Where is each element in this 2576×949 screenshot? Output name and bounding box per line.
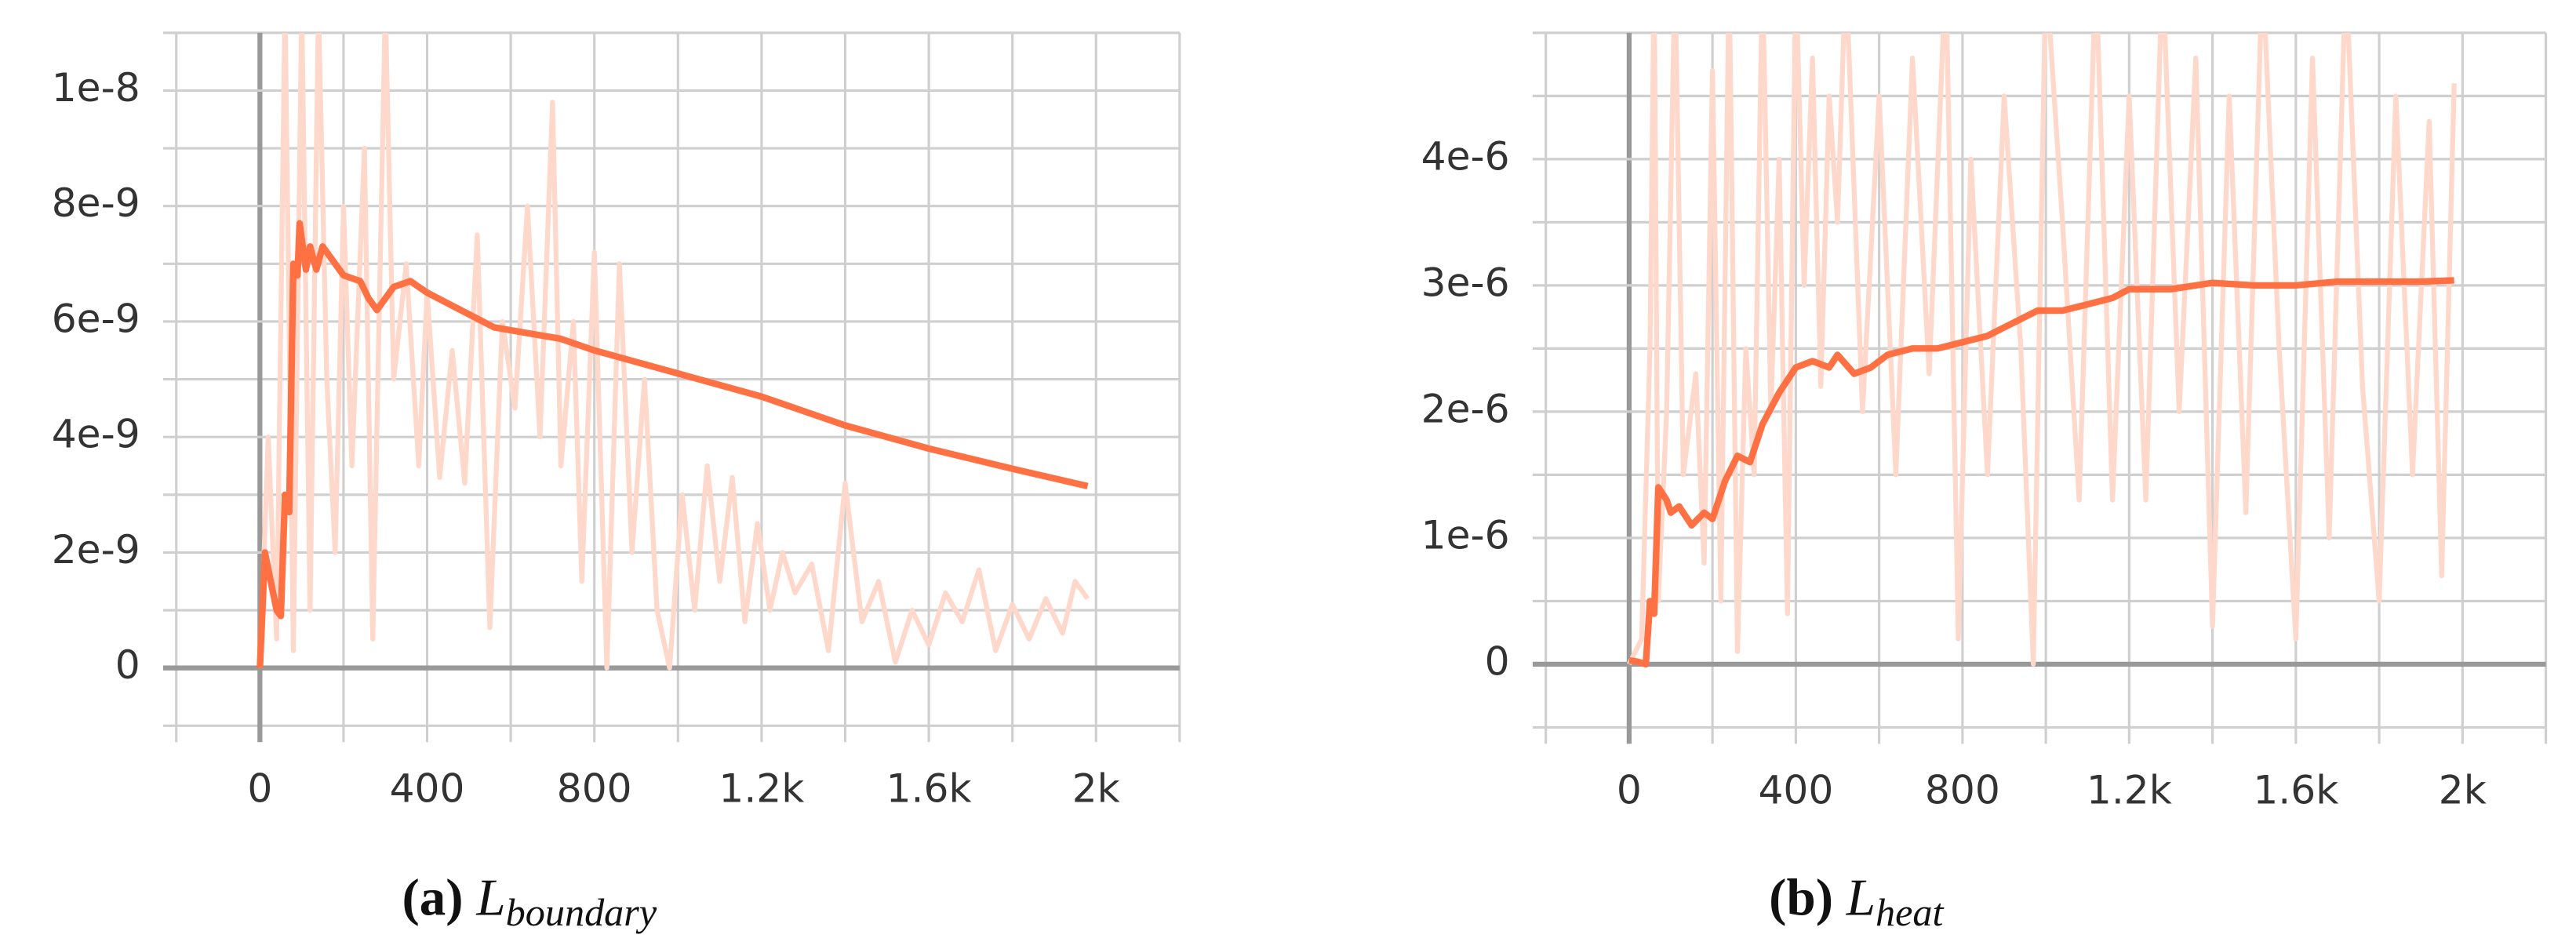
y-tick-label: 0 — [1485, 638, 1510, 684]
x-tick-label: 800 — [1925, 767, 2000, 813]
y-tick-label: 6e-9 — [52, 295, 140, 341]
x-tick-label: 2k — [1072, 765, 1120, 812]
x-tick-label: 1.2k — [719, 765, 804, 812]
y-tick-label: 2e-9 — [52, 526, 140, 573]
data-line — [1627, 32, 2457, 667]
y-tick-label: 0 — [115, 642, 140, 688]
x-tick-label: 2k — [2439, 767, 2487, 813]
chart-panel: 0 400 800 1.2k 1.6k 2k 0 1e-6 2e-6 3e-6 4e-6 (b) Lhe… — [1421, 31, 2548, 934]
data-line — [257, 32, 1090, 671]
chart-panel: 0 400 800 1.2k 1.6k 2k 0 2e-9 4e-9 6e-9 8e-9 1e-8 (a… — [52, 31, 1181, 934]
caption-label: (a) — [402, 869, 464, 927]
y-tick-label: 3e-6 — [1421, 259, 1510, 305]
x-tick-label: 1.2k — [2087, 767, 2172, 813]
caption-symbol: L — [1846, 869, 1876, 927]
caption-symbol: L — [475, 869, 505, 927]
x-tick-label: 400 — [390, 765, 465, 812]
y-tick-label: 8e-9 — [52, 180, 140, 226]
y-tick-label: 1e-8 — [52, 64, 140, 111]
x-tick-label: 1.6k — [2253, 767, 2338, 813]
x-tick-label: 1.6k — [886, 765, 972, 812]
data-line — [1628, 277, 2454, 668]
caption: (b) Lheat — [1769, 869, 1944, 934]
x-tick-label: 400 — [1758, 767, 1833, 813]
x-tick-label: 800 — [557, 765, 632, 812]
y-tick-label: 4e-9 — [52, 411, 140, 457]
y-tick-label: 4e-6 — [1421, 133, 1510, 179]
caption-label: (b) — [1769, 869, 1833, 927]
x-tick-label: 0 — [1617, 767, 1642, 813]
y-tick-label: 1e-6 — [1421, 511, 1510, 558]
caption-subscript: boundary — [506, 890, 657, 934]
y-tick-label: 2e-6 — [1421, 385, 1510, 431]
caption: (a) Lboundary — [402, 869, 657, 934]
x-tick-label: 0 — [247, 765, 272, 812]
caption-subscript: heat — [1876, 890, 1945, 934]
data-line — [257, 220, 1089, 668]
